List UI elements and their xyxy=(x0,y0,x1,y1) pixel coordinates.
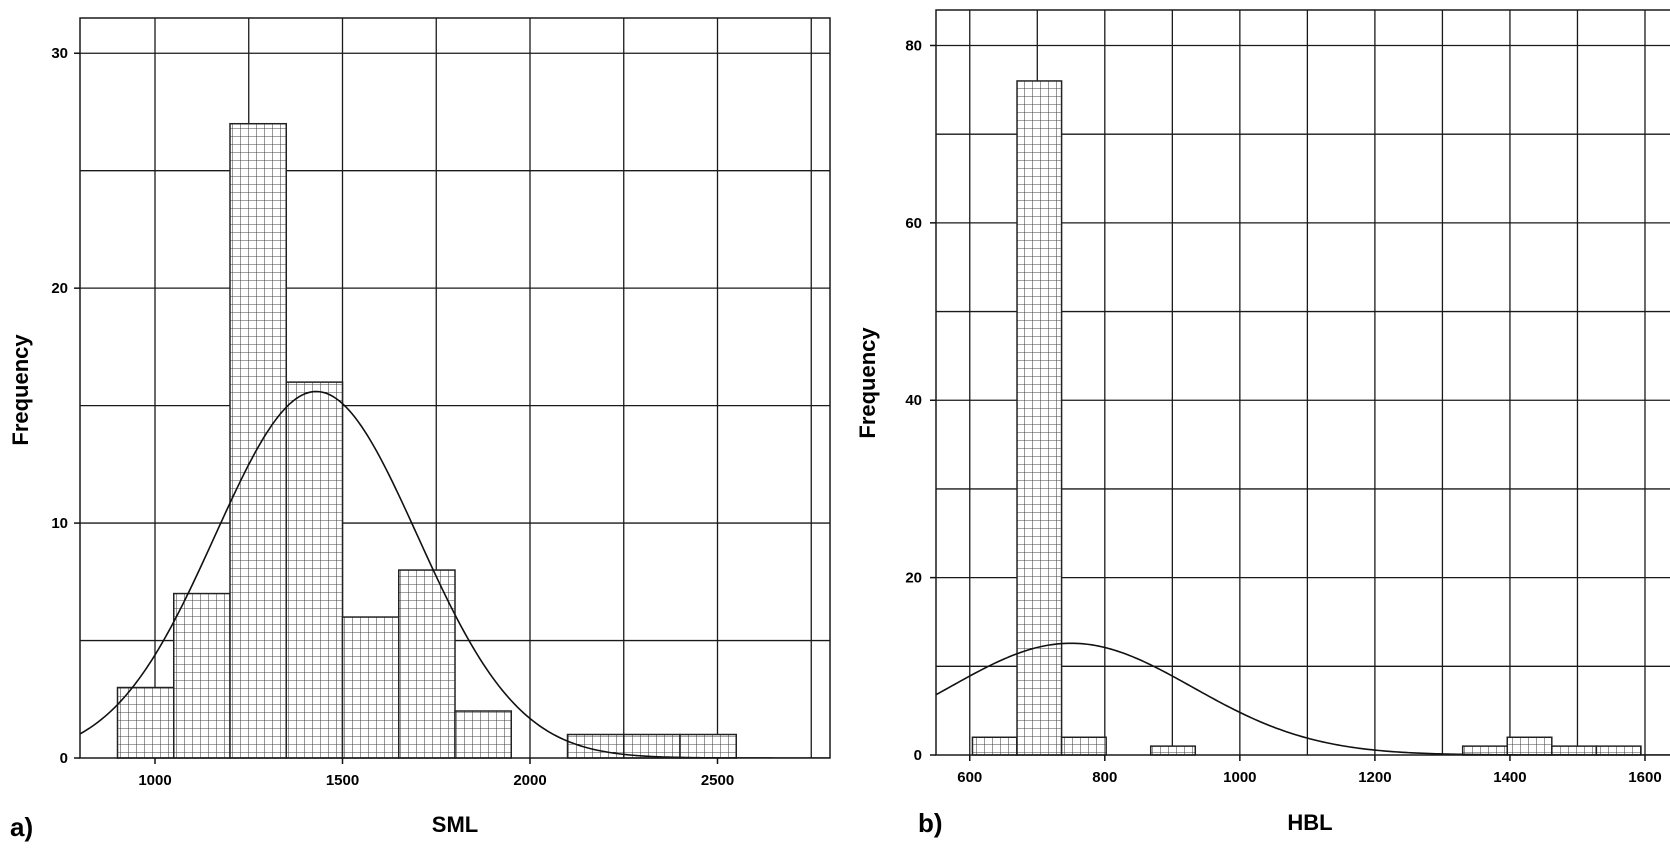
sml-bar xyxy=(173,592,231,759)
sml-y-tick-label: 10 xyxy=(51,515,68,532)
hbl-y-tick-label: 80 xyxy=(905,37,922,54)
sml-bar xyxy=(229,122,287,759)
hbl-y-tick-label: 0 xyxy=(914,747,922,764)
hbl-y-axis-label: Frequency xyxy=(855,327,880,439)
sml-y-tick-labels: 0 10 20 30 xyxy=(51,45,80,767)
sml-bar xyxy=(454,710,512,759)
sml-bar xyxy=(398,569,456,759)
hbl-bar xyxy=(1149,745,1197,756)
sml-bar xyxy=(285,381,344,759)
hbl-y-tick-label: 40 xyxy=(905,392,922,409)
hbl-bar xyxy=(1060,736,1107,756)
sml-gridlines xyxy=(80,18,830,758)
hbl-bar xyxy=(1016,80,1063,756)
hbl-y-tick-label: 20 xyxy=(905,570,922,587)
histogram-hbl-panel: 0 20 40 60 80 600 800 1000 1200 1400 1600 Frequen… xyxy=(855,9,1670,838)
sml-bar xyxy=(116,686,175,759)
hbl-bar xyxy=(1551,745,1598,756)
sml-y-axis-label: Frequency xyxy=(8,334,33,446)
sml-plot-frame xyxy=(79,17,831,759)
sml-bar xyxy=(341,616,400,759)
sml-y-tick-label: 20 xyxy=(51,280,68,297)
hbl-bar xyxy=(1506,736,1553,756)
hbl-y-tick-label: 60 xyxy=(905,215,922,232)
sml-bars xyxy=(116,122,737,759)
sml-bar xyxy=(566,733,625,759)
sml-x-tick-label: 1500 xyxy=(326,772,359,789)
sml-x-tick-label: 2000 xyxy=(513,772,546,789)
hbl-y-tick-labels: 0 20 40 60 80 xyxy=(905,37,936,764)
sml-x-tick-label: 2500 xyxy=(701,772,734,789)
panel-label-a: a) xyxy=(10,812,33,842)
sml-x-axis-label: SML xyxy=(432,812,478,837)
hbl-x-axis-label: HBL xyxy=(1287,810,1332,835)
hbl-bar xyxy=(1595,745,1642,756)
hbl-x-tick-label: 800 xyxy=(1092,769,1117,786)
sml-y-tick-label: 0 xyxy=(60,750,68,767)
hbl-x-tick-label: 1200 xyxy=(1358,769,1391,786)
panel-label-b: b) xyxy=(918,808,943,838)
sml-bar xyxy=(679,733,737,759)
hbl-x-tick-label: 1000 xyxy=(1223,769,1256,786)
sml-y-tick-label: 30 xyxy=(51,45,68,62)
hbl-bar xyxy=(971,736,1018,756)
sml-x-tick-label: 1000 xyxy=(138,772,171,789)
histogram-sml-panel: 0 10 20 30 1000 1500 2000 2500 Frequency SML a… xyxy=(8,17,831,842)
hbl-x-tick-labels: 600 800 1000 1200 1400 1600 xyxy=(957,755,1662,786)
hbl-x-tick-label: 600 xyxy=(957,769,982,786)
sml-x-tick-labels: 1000 1500 2000 2500 xyxy=(138,758,734,789)
hbl-x-tick-label: 1600 xyxy=(1628,769,1661,786)
hbl-bar xyxy=(1461,745,1508,756)
hbl-bars xyxy=(971,80,1642,756)
hbl-plot-frame xyxy=(935,9,1670,756)
hbl-x-tick-label: 1400 xyxy=(1493,769,1526,786)
